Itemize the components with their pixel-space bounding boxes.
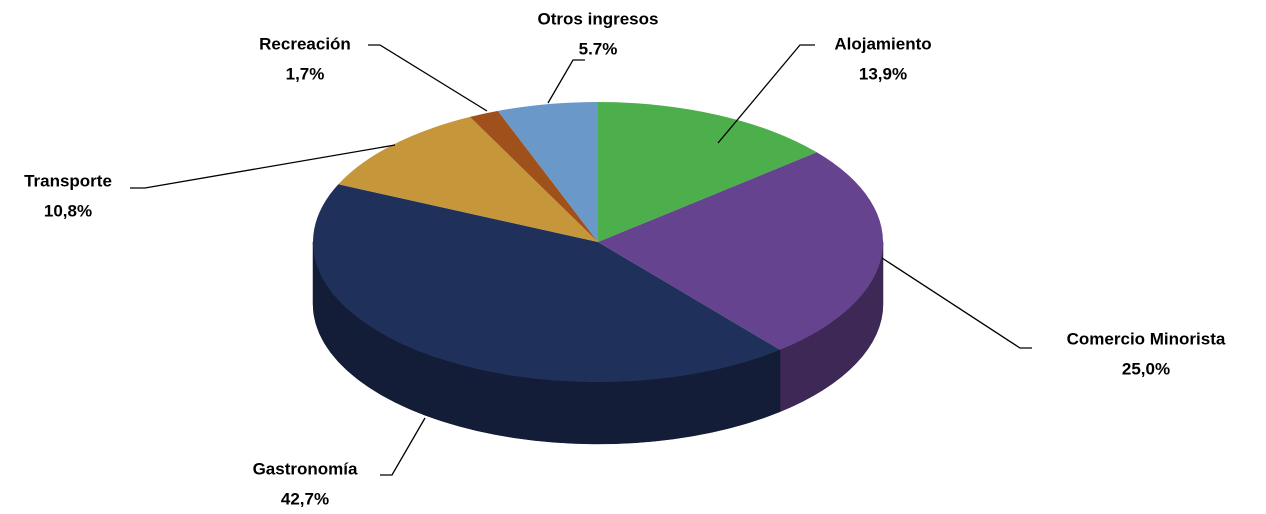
leader-line: [717, 44, 815, 144]
leader-line: [130, 144, 396, 189]
slice: [598, 102, 817, 242]
value-label: 5.7%: [579, 39, 618, 58]
slice-label: Gastronomía: [253, 459, 358, 478]
slice: [497, 102, 598, 242]
slice-label: Otros ingresos: [538, 9, 659, 28]
value-label: 42,7%: [281, 489, 329, 508]
leader-line: [881, 257, 1032, 349]
leader-line: [380, 417, 426, 476]
slice-label: Comercio Minorista: [1067, 329, 1226, 348]
leader-line: [368, 44, 488, 112]
slice: [313, 184, 780, 382]
slice: [338, 116, 598, 242]
slice: [469, 110, 598, 242]
value-label: 10,8%: [44, 201, 92, 220]
slice-label: Recreación: [259, 34, 351, 53]
leader-line: [547, 59, 585, 104]
value-label: 13,9%: [859, 64, 907, 83]
slice: [598, 152, 883, 350]
value-label: 25,0%: [1122, 359, 1170, 378]
slice-label: Transporte: [24, 171, 112, 190]
value-label: 1,7%: [286, 64, 325, 83]
slice-label: Alojamiento: [834, 34, 931, 53]
